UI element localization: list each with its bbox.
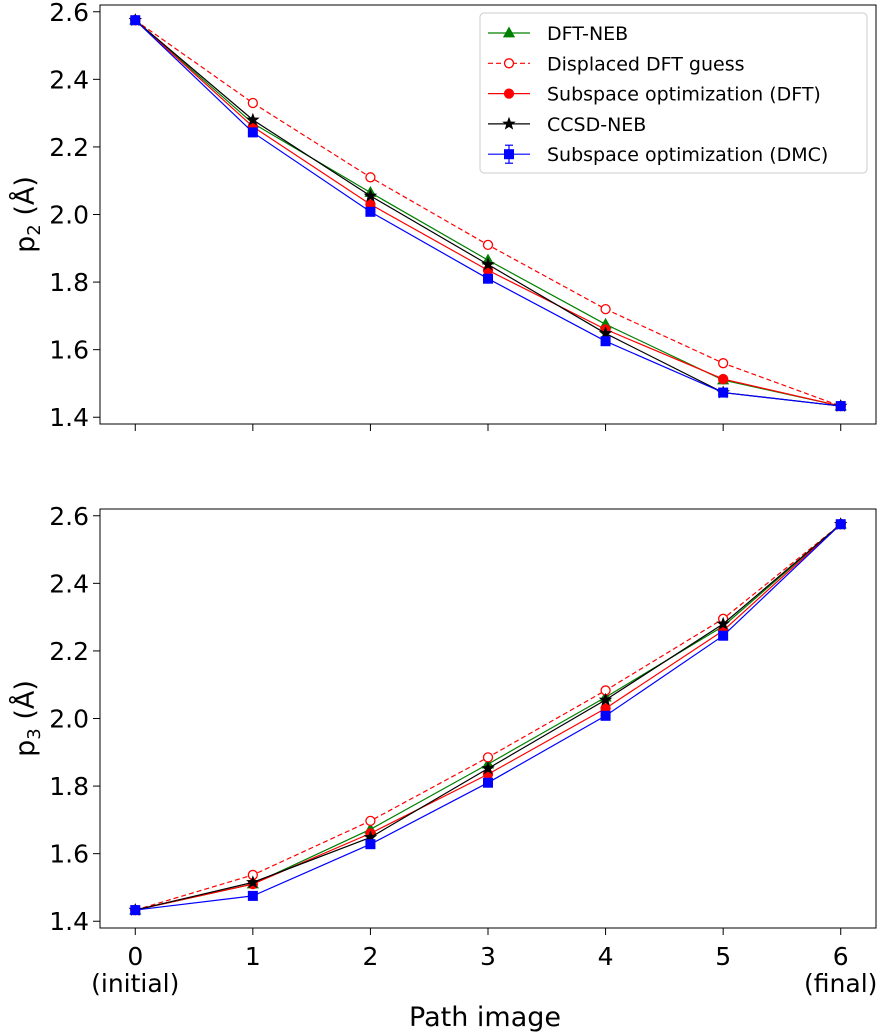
- legend-entry: Displaced DFT guess: [488, 53, 745, 75]
- legend-frame: [479, 12, 868, 174]
- data-point: [600, 336, 611, 347]
- x-tick-label: 1: [245, 942, 261, 971]
- y-tick-label: 1.4: [49, 907, 89, 936]
- legend-marker: [503, 88, 515, 99]
- x-tick-label: 0: [127, 942, 143, 971]
- panel-2: 1.4 1.6 1.8 2.0 2.2 2.4 2.6 0(initial) 1 2 3 4 5 6(fi…: [9, 502, 877, 998]
- panel-1: 1.4 1.6 1.8 2.0 2.2 2.4 2.6 p2 (Å): [9, 0, 877, 432]
- data-point: [718, 630, 729, 641]
- y-tick-label: 2.4: [49, 65, 89, 94]
- data-point: [835, 401, 846, 412]
- data-point: [363, 188, 378, 202]
- series-subspace-optimization-dft: [130, 519, 846, 916]
- legend-label: Subspace optimization (DFT): [547, 84, 821, 106]
- legend-entry: DFT-NEB: [488, 23, 628, 45]
- x-tick-sublabel: (initial): [91, 969, 179, 998]
- data-point: [598, 692, 613, 706]
- legend-marker: [503, 58, 515, 69]
- series-line: [135, 523, 842, 911]
- series-dft-neb: [129, 517, 847, 915]
- y-tick-label: 2.0: [49, 705, 89, 734]
- data-point: [598, 326, 613, 340]
- legend-label: Subspace optimization (DMC): [547, 144, 828, 166]
- data-point: [130, 905, 141, 916]
- data-point: [247, 97, 258, 109]
- data-point: [365, 172, 376, 183]
- series-ccsd-neb: [128, 517, 848, 916]
- data-point: [482, 752, 494, 763]
- series-line: [135, 523, 842, 911]
- x-tick-label: 5: [715, 942, 731, 971]
- data-point: [365, 815, 376, 827]
- series-subspace-optimization-dmc: [130, 15, 846, 412]
- series-displaced-dft-guess: [130, 519, 846, 916]
- series-line: [135, 523, 842, 911]
- y-tick-label: 2.2: [49, 637, 89, 666]
- legend-label: Displaced DFT guess: [547, 53, 745, 75]
- y-tick-label: 1.8: [49, 772, 89, 801]
- axes-frame: [99, 4, 877, 425]
- series-line: [135, 523, 842, 911]
- x-tick-label: 6: [833, 942, 849, 971]
- x-tick-label: 2: [362, 942, 378, 971]
- data-point: [481, 761, 495, 775]
- data-point: [718, 373, 729, 385]
- data-point: [835, 519, 846, 530]
- data-point: [247, 127, 258, 138]
- legend-label: DFT-NEB: [547, 23, 628, 45]
- y-tick-label: 2.2: [49, 133, 89, 162]
- data-point: [716, 616, 730, 630]
- y-tick-label: 2.4: [49, 569, 89, 598]
- legend-marker: [502, 26, 516, 38]
- y-tick-label: 2.6: [49, 502, 89, 531]
- data-point: [246, 875, 260, 889]
- legend-entry: CCSD-NEB: [488, 114, 646, 136]
- legend-entry: Subspace optimization (DFT): [488, 84, 821, 106]
- data-point: [246, 112, 260, 126]
- data-point: [130, 15, 141, 26]
- data-point: [483, 273, 493, 284]
- data-point: [247, 890, 258, 901]
- y-tick-label: 1.6: [49, 336, 89, 365]
- y-axis-label: p3 (Å): [9, 680, 45, 757]
- data-point: [600, 710, 611, 721]
- data-point: [718, 358, 729, 369]
- data-point: [481, 257, 495, 271]
- y-tick-label: 2.6: [49, 0, 89, 27]
- legend-label: CCSD-NEB: [547, 114, 646, 136]
- legend-marker: [504, 149, 514, 160]
- x-tick-label: 3: [480, 942, 496, 971]
- y-axis-label: p2 (Å): [9, 176, 45, 253]
- series-line: [135, 523, 842, 911]
- data-point: [365, 839, 376, 850]
- y-tick-label: 1.6: [49, 840, 89, 869]
- y-tick-label: 2.0: [49, 201, 89, 230]
- x-tick-sublabel: (final): [804, 969, 877, 998]
- axes-frame: [99, 508, 877, 929]
- y-tick-label: 1.4: [49, 403, 89, 432]
- data-point: [600, 303, 611, 315]
- data-point: [365, 206, 376, 217]
- legend: DFT-NEB Displaced DFT guess Subspace optim…: [479, 12, 868, 174]
- series-subspace-optimization-dmc: [130, 519, 846, 916]
- x-tick-label: 4: [598, 942, 614, 971]
- data-point: [718, 387, 729, 398]
- x-axis-label: Path image: [409, 1002, 561, 1033]
- y-tick-label: 1.8: [49, 268, 89, 297]
- data-point: [483, 777, 493, 788]
- data-point: [482, 239, 494, 251]
- legend-marker: [502, 116, 516, 130]
- legend-entry: Subspace optimization (DMC): [488, 144, 828, 166]
